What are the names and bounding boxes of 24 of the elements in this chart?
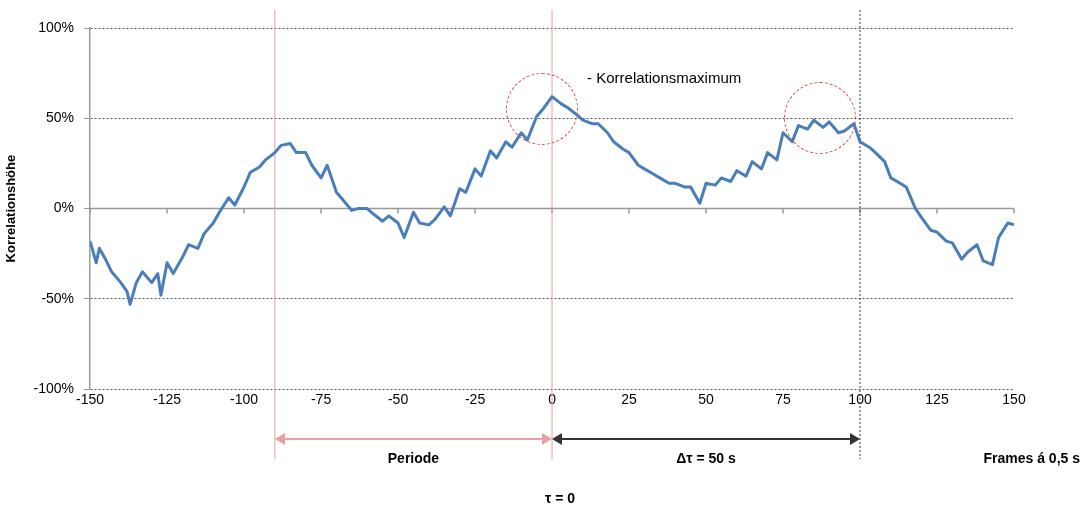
y-tick-label: -50%: [41, 289, 75, 306]
x-axis-title: Frames á 0,5 s: [983, 450, 1081, 467]
text: τ = 0: [545, 490, 576, 507]
y-tick-label: 100%: [38, 18, 75, 35]
text: Periode: [387, 450, 440, 467]
x-tick-label: -25: [464, 391, 486, 408]
x-tick-label: -125: [153, 391, 182, 408]
text: Δτ = 50 s: [676, 450, 736, 467]
y-axis-title: Korrelationshöhe: [3, 154, 19, 263]
y-tick-label: 50%: [46, 109, 75, 126]
x-tick-label: 75: [775, 391, 792, 408]
x-tick-label: -75: [310, 391, 332, 408]
x-tick-label: -100: [230, 391, 259, 408]
x-tick-label: 150: [1002, 391, 1026, 408]
x-tick-label: -150: [76, 391, 105, 408]
x-tick-label: 125: [925, 391, 949, 408]
y-tick-label: 0%: [53, 199, 75, 216]
x-tick-label: -50: [387, 391, 409, 408]
x-tick-label: 50: [698, 391, 715, 408]
y-tick-label: -100%: [33, 380, 75, 397]
annotation: - Korrelationsmaximum: [587, 68, 742, 86]
x-tick-label: 25: [621, 391, 638, 408]
x-tick-label: 100: [848, 391, 872, 408]
x-tick-label: 0: [548, 391, 557, 408]
